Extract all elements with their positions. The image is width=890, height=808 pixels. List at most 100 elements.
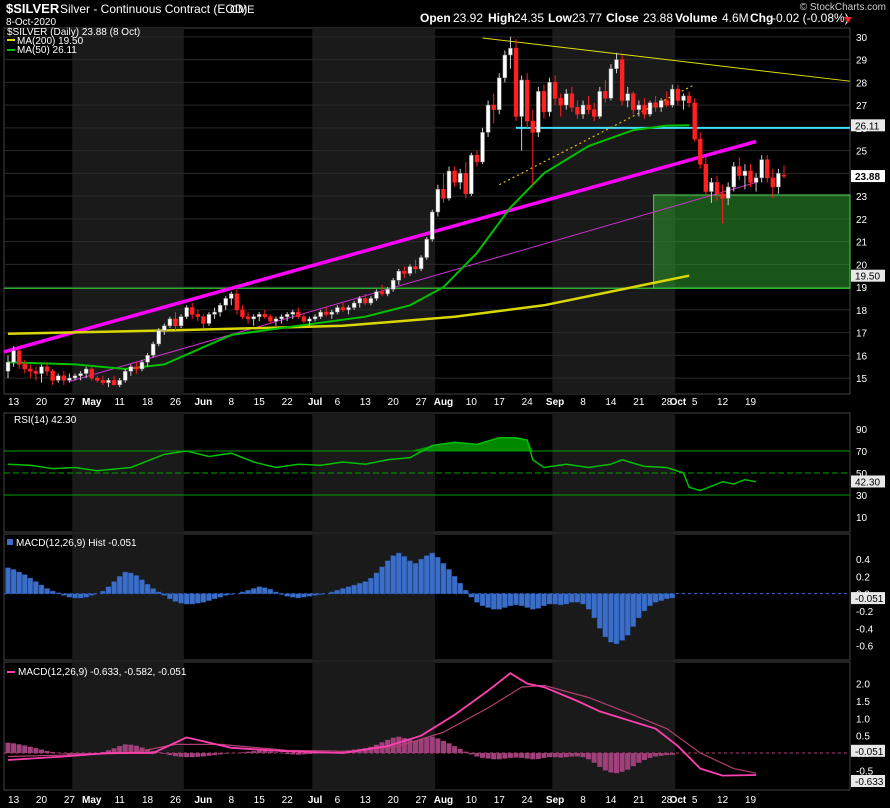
candle-body [145, 355, 150, 363]
candle-body [16, 350, 22, 365]
hist-bar [55, 592, 61, 594]
x-tick-label: Sep [546, 397, 564, 408]
price-tick-label: 30 [856, 33, 868, 44]
macd-hist-bar [407, 739, 413, 754]
macd-hist-bar [630, 753, 636, 767]
hist-bar [652, 593, 659, 603]
candle-body [675, 88, 681, 101]
hist-bar [585, 593, 592, 610]
macd-hist-bar [468, 753, 474, 755]
hist-bar [290, 593, 296, 598]
candle-body [552, 82, 558, 99]
volume-label: Volume [675, 11, 718, 25]
candle-body [709, 182, 714, 192]
candle-body [5, 361, 11, 372]
macd-hist-bar [290, 753, 296, 755]
macd-hist-bar [658, 753, 664, 756]
candle-body [385, 289, 390, 295]
macd-hist-bar [83, 753, 89, 755]
hist-bar [77, 593, 84, 599]
ohlc-high: 24.35 [514, 11, 544, 25]
macd-hist-bar [111, 748, 117, 754]
macd-hist-bar [340, 750, 346, 754]
price-tick-label: 15 [856, 374, 868, 385]
macd-hist-bar [117, 746, 123, 754]
candle-body [564, 93, 569, 106]
candle-body [513, 47, 519, 117]
candle-body [418, 257, 424, 270]
macd-hist-bar [647, 753, 653, 758]
candle-body [737, 166, 742, 176]
x-tick-label: 10 [466, 397, 478, 408]
candle-body [111, 380, 117, 386]
x-tick-label: 19 [745, 795, 757, 806]
price-axis: 3029282726252423222120191817161526.1123.… [851, 33, 885, 385]
x-tick-label: Jul [308, 397, 323, 408]
hist-bar [490, 593, 497, 610]
candle-body [636, 104, 642, 110]
hist-bar [301, 593, 307, 598]
candle-body [273, 318, 279, 322]
macd-hist-bar [507, 753, 513, 758]
hist-bar [345, 586, 352, 594]
candle-body [474, 154, 480, 163]
x-tick-label: 11 [114, 397, 125, 408]
hist-bar [502, 593, 508, 608]
candle-body [575, 107, 580, 115]
macd-hist-bar [212, 753, 218, 756]
candle-body [284, 314, 290, 317]
hist-bar [239, 591, 246, 594]
macd-tag-box [851, 744, 885, 757]
macd-hist-bar [446, 743, 452, 754]
x-tick-label: 20 [36, 795, 48, 806]
candle-body [759, 159, 764, 179]
macd-hist-bar [558, 753, 564, 758]
candle-body [307, 318, 312, 322]
hist-tick-label: -0.4 [856, 624, 874, 635]
hist-bar [340, 588, 346, 594]
x-tick-label: 13 [360, 795, 372, 806]
hist-bar [116, 576, 123, 594]
hist-bar [563, 593, 569, 605]
change-label: Chg [750, 11, 773, 25]
candle-body [72, 375, 78, 379]
hist-bar [72, 593, 78, 599]
macd-hist-bar [440, 740, 446, 754]
candle-body [363, 298, 368, 304]
candle-body [452, 170, 457, 183]
ohlc-low-label: Low [548, 11, 573, 25]
macd-hist-bar [401, 738, 407, 754]
macd-hist-bar [128, 744, 134, 754]
hist-bar [664, 593, 670, 600]
candle-body [502, 54, 508, 79]
macd-hist-label: MACD(12,26,9) Hist -0.051 [16, 538, 137, 549]
hist-bar [49, 590, 56, 594]
x-tick-label: 14 [605, 397, 617, 408]
price-tag-box [851, 170, 885, 183]
hist-bar [27, 577, 34, 594]
macd-hist-bar [72, 753, 78, 755]
hist-bar [451, 576, 458, 594]
price-tick-label: 17 [856, 329, 868, 340]
price-panel: 3029282726252423222120191817161526.1123.… [3, 27, 885, 395]
candle-body [463, 173, 468, 195]
main-uptrend-line [3, 139, 757, 354]
hist-bar [591, 593, 597, 619]
candle-body [781, 174, 787, 177]
macd-hist-bar [251, 750, 257, 754]
hist-tag-label: -0.051 [855, 594, 884, 605]
x-tick-label: 13 [8, 795, 20, 806]
macd-hist-bar [195, 753, 201, 757]
macd-hist-bar [457, 748, 463, 754]
macd-hist-bar [133, 745, 139, 754]
macd-hist-bar [273, 752, 279, 754]
candle-body [413, 266, 418, 270]
macd-hist-bar [295, 753, 301, 755]
macd-hist-bar [669, 753, 675, 755]
hist-bar [569, 593, 575, 603]
hist-bar [580, 593, 586, 605]
rsi-tick-label: 90 [856, 425, 868, 436]
hist-bar [368, 577, 374, 594]
hist-bar [217, 593, 223, 598]
x-tick-label: 26 [170, 795, 182, 806]
